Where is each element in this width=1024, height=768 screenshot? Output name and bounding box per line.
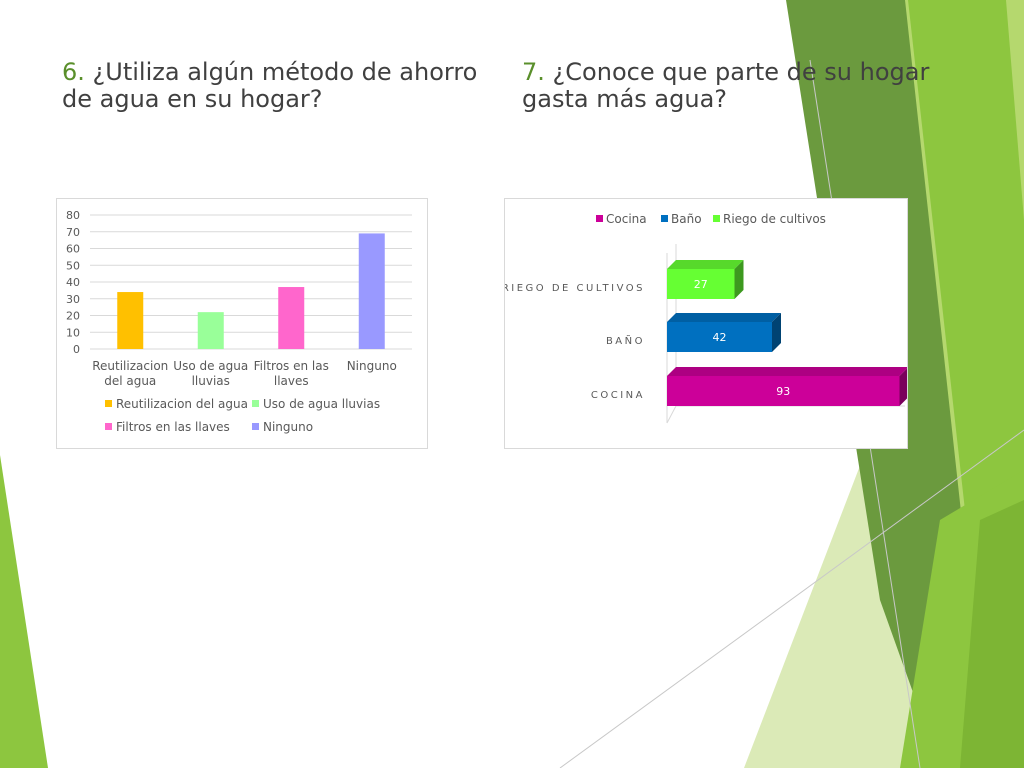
bar xyxy=(278,287,305,349)
legend-swatch xyxy=(252,400,259,407)
legend-label: Riego de cultivos xyxy=(723,212,826,226)
bar-front xyxy=(667,269,735,299)
data-label: 27 xyxy=(694,278,708,291)
left-green-stripe xyxy=(0,455,48,768)
y-tick-label: 60 xyxy=(66,243,80,256)
bar-top xyxy=(667,367,909,376)
bar-side xyxy=(899,367,909,406)
bar-front xyxy=(667,376,900,406)
y-tick-label: 80 xyxy=(66,209,80,222)
y-category-label: RIEGO DE CULTIVOS xyxy=(505,283,645,294)
bar-side xyxy=(772,313,781,352)
floor-edge xyxy=(666,405,677,424)
y-tick-label: 30 xyxy=(66,293,80,306)
question-7-title: 7. ¿Conoce que parte de su hogar gasta m… xyxy=(522,59,942,113)
y-category-label: COCINA xyxy=(591,390,645,401)
y-tick-label: 70 xyxy=(66,226,80,239)
x-tick-label: lluvias xyxy=(192,374,230,388)
right-green-bright-shape xyxy=(908,0,1024,600)
x-tick-label: llaves xyxy=(274,374,309,388)
bottom-green-mid-shape xyxy=(960,500,1024,768)
bar-side xyxy=(734,260,744,299)
legend-swatch xyxy=(713,215,720,222)
x-tick-label: del agua xyxy=(104,374,156,388)
legend-swatch xyxy=(661,215,668,222)
water-usage-by-area-chart: Cocina Baño Riego de cultivos 93 COCINA 42 BAÑ… xyxy=(502,198,909,449)
data-label: 93 xyxy=(776,385,790,398)
legend-swatch xyxy=(252,423,259,430)
x-tick-label: Filtros en las xyxy=(254,359,329,373)
bar-top xyxy=(667,313,781,322)
legend-label: Ninguno xyxy=(263,420,313,434)
legend-swatch xyxy=(105,423,112,430)
legend-label: Cocina xyxy=(606,212,647,226)
water-saving-methods-chart: 0 10 20 30 40 50 60 70 80 Reutilizacion del agua Us… xyxy=(56,198,428,449)
question-6-title: 6. ¿Utiliza algún método de ahorro de ag… xyxy=(62,59,492,113)
y-tick-label: 50 xyxy=(66,259,80,272)
question-7-number: 7. xyxy=(522,58,545,86)
legend-label: Reutilizacion del agua xyxy=(116,397,248,411)
legend-swatch xyxy=(105,400,112,407)
thin-diagonal-line xyxy=(559,429,1024,768)
question-6-text: ¿Utiliza algún método de ahorro de agua … xyxy=(62,58,478,113)
legend-swatch xyxy=(596,215,603,222)
x-tick-label: Uso de agua xyxy=(173,359,248,373)
y-tick-label: 10 xyxy=(66,326,80,339)
bar xyxy=(117,292,144,349)
bar xyxy=(358,233,385,349)
y-tick-label: 20 xyxy=(66,310,80,323)
bar xyxy=(197,312,224,349)
bar-top xyxy=(667,260,744,269)
legend-label: Baño xyxy=(671,212,702,226)
question-7-text: ¿Conoce que parte de su hogar gasta más … xyxy=(522,58,930,113)
data-label: 42 xyxy=(713,331,727,344)
legend-label: Filtros en las llaves xyxy=(116,420,230,434)
water-usage-by-area-chart-svg: Cocina Baño Riego de cultivos 93 COCINA 42 BAÑ… xyxy=(502,212,909,424)
y-category-label: BAÑO xyxy=(606,334,645,347)
y-tick-label: 0 xyxy=(73,343,80,356)
legend-label: Uso de agua lluvias xyxy=(263,397,380,411)
bar-front xyxy=(667,322,772,352)
x-tick-label: Ninguno xyxy=(347,359,397,373)
x-tick-label: Reutilizacion xyxy=(92,359,168,373)
question-6-number: 6. xyxy=(62,58,85,86)
y-tick-label: 40 xyxy=(66,276,80,289)
